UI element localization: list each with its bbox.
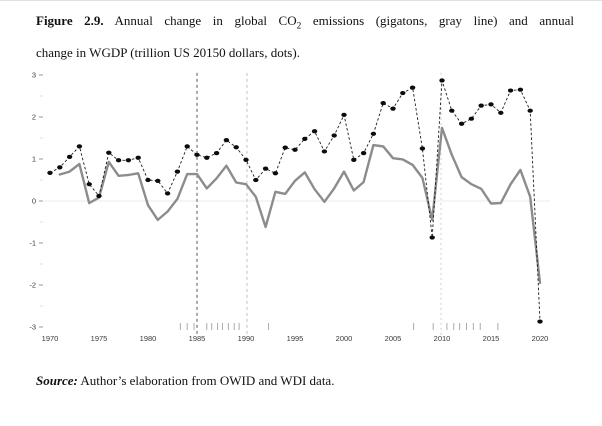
wgdp-data-point	[282, 145, 288, 150]
wgdp-data-point	[223, 138, 230, 143]
svg-text:2015: 2015	[483, 334, 500, 343]
figure-caption: Figure 2.9. Annual change in global CO2 …	[36, 8, 574, 66]
wgdp-data-point	[527, 108, 533, 113]
wgdp-data-point	[164, 191, 171, 196]
svg-text:1985: 1985	[189, 334, 206, 343]
wgdp-data-point	[468, 116, 475, 121]
svg-text:-1: -1	[29, 239, 36, 248]
wgdp-data-point	[537, 319, 543, 324]
wgdp-data-point	[331, 133, 337, 138]
figure-caption-line1: Figure 2.9. Annual change in global CO2 …	[36, 8, 574, 40]
wgdp-data-point	[390, 106, 396, 111]
svg-text:1975: 1975	[91, 334, 108, 343]
wgdp-data-point	[380, 101, 386, 106]
wgdp-data-point	[145, 177, 151, 183]
source-label: Source:	[36, 373, 78, 388]
wgdp-data-point	[488, 102, 494, 107]
svg-text:2020: 2020	[532, 334, 549, 343]
wgdp-data-point	[449, 108, 455, 113]
svg-text:1970: 1970	[42, 334, 59, 343]
chart-container: 3 2 1 0 -1 -2 -3 1970 1975 1980 1985 1990 1995 2000 20…	[0, 61, 602, 361]
wgdp-data-point	[341, 112, 347, 117]
wgdp-data-point	[47, 170, 53, 175]
svg-text:2005: 2005	[385, 334, 402, 343]
svg-text:-3: -3	[29, 323, 36, 332]
svg-text:1: 1	[32, 155, 36, 164]
svg-text:1980: 1980	[140, 334, 157, 343]
wgdp-data-point	[233, 145, 239, 150]
wgdp-data-point	[370, 131, 377, 136]
wgdp-data-point	[292, 147, 298, 152]
wgdp-data-point	[458, 121, 465, 126]
wgdp-data-point	[311, 129, 318, 134]
caption-text-b: emissions (gigatons, gray line) and annu…	[301, 13, 574, 28]
wgdp-data-point	[86, 182, 92, 187]
wgdp-data-point	[439, 78, 445, 83]
svg-text:1995: 1995	[287, 334, 304, 343]
x-axis: 1970 1975 1980 1985 1990 1995 2000 2005 2010 2015…	[42, 334, 549, 343]
svg-text:1990: 1990	[238, 334, 255, 343]
svg-text:-2: -2	[29, 281, 36, 290]
wgdp-data-point	[96, 193, 102, 199]
co2-subscript: 2	[296, 21, 302, 32]
wgdp-data-point	[302, 136, 308, 141]
wgdp-data-point	[213, 151, 220, 156]
wgdp-data-point	[498, 110, 504, 115]
wgdp-data-point	[243, 157, 249, 162]
wgdp-data-point	[517, 87, 524, 92]
svg-text:0: 0	[32, 197, 36, 206]
wgdp-data-point	[204, 155, 210, 160]
wgdp-data-point	[57, 165, 63, 170]
wgdp-data-point	[135, 155, 141, 160]
wgdp-data-point	[429, 235, 435, 240]
wgdp-data-point	[66, 154, 73, 159]
svg-text:3: 3	[32, 71, 36, 80]
wgdp-data-point	[321, 149, 328, 154]
wgdp-data-point	[409, 85, 416, 90]
wgdp-data-point	[360, 151, 367, 156]
wgdp-data-point	[125, 158, 132, 163]
wgdp-data-point	[507, 88, 514, 93]
wgdp-data-point	[351, 157, 357, 162]
wgdp-data-point	[419, 146, 426, 151]
wgdp-data-point	[106, 150, 112, 155]
event-rug-ticks	[179, 323, 499, 330]
caption-text-a: Annual change in global CO	[103, 13, 297, 28]
wgdp-data-point	[253, 177, 259, 183]
wgdp-data-point	[115, 158, 122, 163]
co2-wgdp-line-chart: 3 2 1 0 -1 -2 -3 1970 1975 1980 1985 1990 1995 2000 20…	[29, 71, 550, 343]
wgdp-data-point	[184, 144, 190, 149]
svg-text:2: 2	[32, 113, 36, 122]
wgdp-data-point	[400, 90, 406, 96]
wgdp-data-point	[76, 144, 83, 149]
y-axis: 3 2 1 0 -1 -2 -3	[29, 71, 43, 332]
wgdp-data-point	[262, 166, 269, 171]
co2-line-series	[58, 126, 542, 285]
source-note: Source: Author’s elaboration from OWID a…	[36, 373, 576, 389]
figure-label: Figure 2.9.	[36, 13, 104, 28]
reference-vlines	[196, 72, 442, 336]
wgdp-data-point	[272, 171, 279, 176]
figure-caption-line2: change in WGDP (trillion US 20150 dollar…	[36, 44, 300, 60]
wgdp-data-point	[478, 103, 484, 108]
wgdp-data-point	[174, 169, 181, 174]
wgdp-data-point	[194, 152, 200, 157]
source-text: Author’s elaboration from OWID and WDI d…	[77, 373, 335, 388]
wgdp-data-point	[155, 178, 161, 183]
wgdp-dots-series	[47, 78, 543, 324]
svg-text:2010: 2010	[434, 334, 451, 343]
svg-text:2000: 2000	[336, 334, 353, 343]
